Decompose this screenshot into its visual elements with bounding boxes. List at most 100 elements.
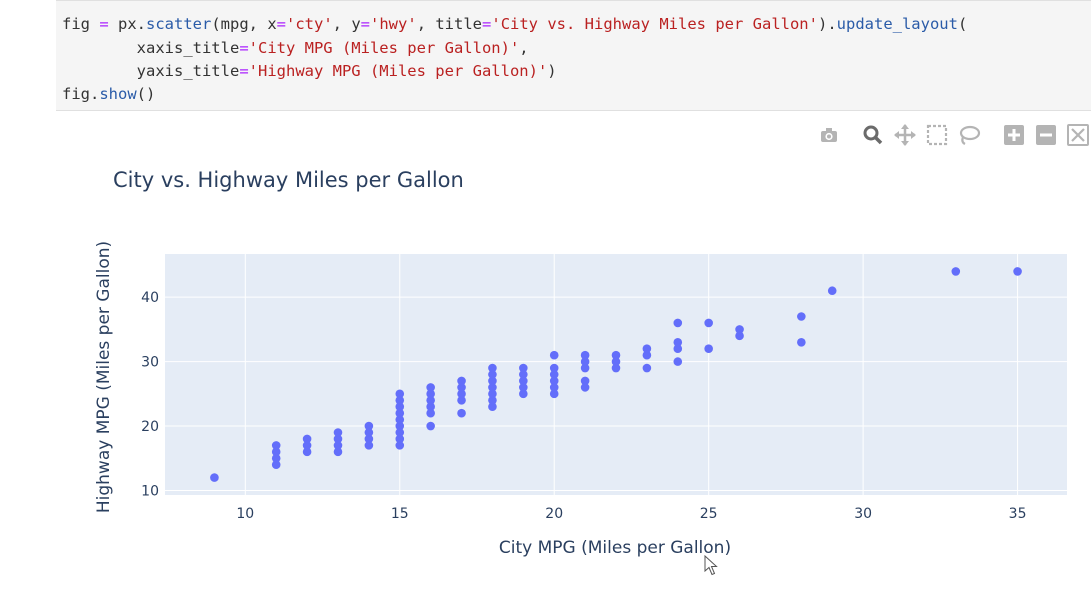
data-point[interactable] xyxy=(642,363,652,373)
code-token: 'Highway MPG (Miles per Gallon)' xyxy=(248,62,548,80)
data-point[interactable] xyxy=(488,363,497,373)
data-point[interactable] xyxy=(364,441,374,450)
data-point[interactable] xyxy=(519,370,528,379)
data-point[interactable] xyxy=(549,389,559,399)
data-point[interactable] xyxy=(827,286,837,296)
data-point[interactable] xyxy=(395,428,405,437)
data-point[interactable] xyxy=(457,376,466,386)
data-point[interactable] xyxy=(488,383,497,392)
data-point[interactable] xyxy=(488,402,497,412)
y-axis-title: Highway MPG (Miles per Gallon) xyxy=(94,241,114,513)
data-point[interactable] xyxy=(271,460,281,470)
data-point[interactable] xyxy=(395,408,405,418)
data-point[interactable] xyxy=(364,421,374,431)
zoom-icon[interactable] xyxy=(861,122,885,148)
plot-area[interactable] xyxy=(165,254,1067,495)
data-point[interactable] xyxy=(951,267,961,276)
data-point[interactable] xyxy=(673,344,683,354)
x-tick-label: 30 xyxy=(854,506,872,522)
data-point[interactable] xyxy=(395,389,405,399)
lasso-icon[interactable] xyxy=(957,122,981,148)
data-point[interactable] xyxy=(457,383,466,392)
data-point[interactable] xyxy=(364,428,374,437)
data-point[interactable] xyxy=(519,389,528,399)
data-point[interactable] xyxy=(488,376,497,386)
code-token: 'City MPG (Miles per Gallon)' xyxy=(248,39,520,57)
data-point[interactable] xyxy=(364,434,374,444)
data-point[interactable] xyxy=(302,434,312,444)
data-point[interactable] xyxy=(333,428,343,437)
data-point[interactable] xyxy=(611,363,621,373)
data-point[interactable] xyxy=(271,453,281,463)
x-tick-label: 10 xyxy=(236,506,254,522)
data-point[interactable] xyxy=(426,408,435,418)
code-line-4: fig.show() xyxy=(62,84,155,104)
data-point[interactable] xyxy=(673,337,683,347)
data-point[interactable] xyxy=(704,318,713,328)
data-point[interactable] xyxy=(580,376,590,386)
x-tick-label: 25 xyxy=(700,506,718,522)
data-point[interactable] xyxy=(333,434,343,444)
autoscale-icon[interactable] xyxy=(1066,122,1090,148)
data-point[interactable] xyxy=(735,331,744,341)
data-point[interactable] xyxy=(580,383,590,392)
data-point[interactable] xyxy=(549,350,559,360)
data-point[interactable] xyxy=(395,434,405,444)
box-select-icon[interactable] xyxy=(925,122,949,148)
data-point[interactable] xyxy=(395,402,405,412)
code-token: (mpg, x xyxy=(211,15,277,33)
data-point[interactable] xyxy=(395,415,405,424)
data-point[interactable] xyxy=(611,357,621,366)
code-cell[interactable]: fig = px.scatter(mpg, x='cty', y='hwy', … xyxy=(56,0,1091,111)
data-point[interactable] xyxy=(797,337,806,347)
data-point[interactable] xyxy=(549,376,559,386)
data-point[interactable] xyxy=(488,370,497,379)
data-point[interactable] xyxy=(519,376,528,386)
data-point[interactable] xyxy=(457,408,466,418)
zoom-out-icon[interactable] xyxy=(1034,122,1058,148)
data-point[interactable] xyxy=(797,312,806,321)
chart-title: City vs. Highway Miles per Gallon xyxy=(113,168,464,192)
data-point[interactable] xyxy=(673,318,683,328)
pan-icon[interactable] xyxy=(893,122,917,148)
data-point[interactable] xyxy=(735,325,744,334)
data-point[interactable] xyxy=(271,441,281,450)
data-point[interactable] xyxy=(333,441,343,450)
data-point[interactable] xyxy=(1013,267,1022,276)
data-point[interactable] xyxy=(673,357,683,366)
y-tick-label: 10 xyxy=(141,483,159,499)
data-point[interactable] xyxy=(426,402,435,412)
data-point[interactable] xyxy=(549,363,559,373)
data-point[interactable] xyxy=(519,383,528,392)
data-point[interactable] xyxy=(426,383,435,392)
zoom-in-icon[interactable] xyxy=(1002,122,1026,148)
data-point[interactable] xyxy=(271,447,281,457)
data-point[interactable] xyxy=(426,389,435,399)
data-point[interactable] xyxy=(457,395,466,405)
data-point[interactable] xyxy=(333,447,343,457)
data-point[interactable] xyxy=(704,344,713,354)
data-point[interactable] xyxy=(210,473,219,482)
data-point[interactable] xyxy=(488,389,497,399)
data-point[interactable] xyxy=(642,344,652,354)
data-point[interactable] xyxy=(395,441,405,450)
data-point[interactable] xyxy=(426,395,435,405)
data-point[interactable] xyxy=(549,370,559,379)
data-point[interactable] xyxy=(302,447,312,457)
data-point[interactable] xyxy=(580,357,590,366)
data-point[interactable] xyxy=(580,363,590,373)
data-point[interactable] xyxy=(549,383,559,392)
data-point[interactable] xyxy=(642,350,652,360)
data-point[interactable] xyxy=(488,395,497,405)
data-point[interactable] xyxy=(519,363,528,373)
data-point[interactable] xyxy=(457,389,466,399)
data-point[interactable] xyxy=(395,395,405,405)
code-token: scatter xyxy=(146,15,212,33)
data-point[interactable] xyxy=(395,421,405,431)
camera-icon[interactable] xyxy=(817,122,841,148)
data-point[interactable] xyxy=(302,441,312,450)
data-point[interactable] xyxy=(580,350,590,360)
data-point[interactable] xyxy=(611,350,621,360)
data-point[interactable] xyxy=(426,421,435,431)
code-token: = xyxy=(360,15,371,33)
